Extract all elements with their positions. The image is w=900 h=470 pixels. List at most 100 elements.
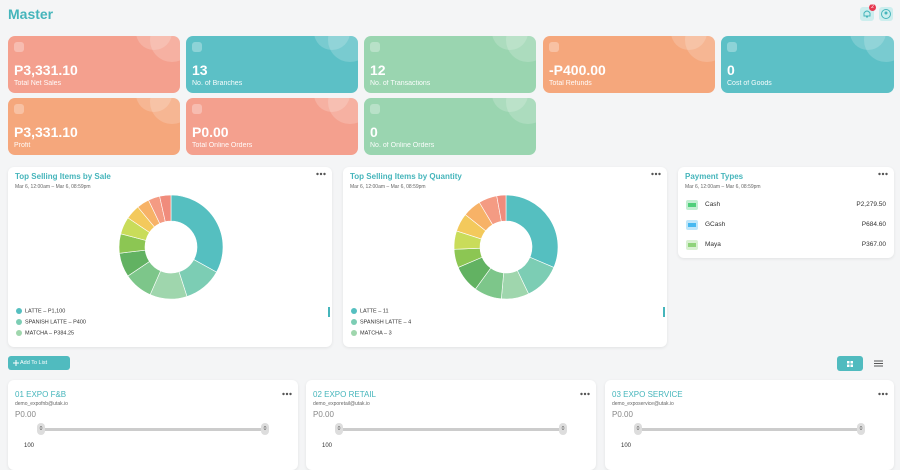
dot: [587, 392, 590, 396]
card-bubble: [314, 98, 350, 112]
payment-icon-card: [688, 223, 696, 227]
dot: [282, 392, 285, 396]
slider-value: 100: [24, 443, 35, 449]
slider-knob[interactable]: 0: [559, 423, 567, 435]
more-button[interactable]: [282, 391, 292, 397]
card-value: 0: [727, 62, 735, 78]
legend-swatch: [351, 319, 357, 325]
slider-value: 100: [322, 443, 333, 449]
more-button[interactable]: [878, 171, 888, 177]
slider-track: [42, 428, 266, 431]
grid-view-button[interactable]: [837, 356, 863, 371]
card-icon: [192, 104, 202, 114]
dot: [878, 392, 881, 396]
stat-card: P3,331.10 Profit: [8, 98, 180, 155]
card-bubble: [136, 36, 172, 50]
slider-knob[interactable]: 0: [857, 423, 865, 435]
store-amount: P0.00: [313, 410, 334, 419]
notification-button[interactable]: 2: [860, 4, 876, 21]
card-bubble: [492, 36, 528, 50]
store-email: demo_expofnb@utak.io: [15, 401, 68, 407]
notification-badge: 2: [869, 4, 876, 11]
more-button[interactable]: [316, 171, 326, 177]
slider-knob[interactable]: 0: [261, 423, 269, 435]
dot: [285, 392, 289, 396]
card-value: 12: [370, 62, 386, 78]
legend-label: SPANISH LATTE – P400: [25, 319, 86, 326]
date-range: Mar 6, 12:00am – Mar 6, 08:59pm: [15, 184, 91, 190]
slider-track: [639, 428, 862, 431]
card-label: No. of Transactions: [370, 80, 431, 87]
slider-value: 100: [621, 443, 632, 449]
card-value: P3,331.10: [14, 62, 78, 78]
slider-track: [340, 428, 564, 431]
card-label: Total Online Orders: [192, 142, 253, 149]
profile-button[interactable]: [879, 7, 893, 21]
more-button[interactable]: [878, 391, 888, 397]
legend-label: MATCHA – P384.25: [25, 330, 75, 337]
list-view-button[interactable]: [865, 356, 891, 371]
stat-card: -P400.00 Total Refunds: [543, 36, 715, 93]
payment-icon-card: [688, 203, 696, 207]
card-icon: [370, 42, 380, 52]
slider-knob[interactable]: 0: [37, 423, 45, 435]
card-value: 0: [370, 124, 378, 140]
payment-name: Cash: [705, 201, 721, 208]
more-button[interactable]: [651, 171, 661, 177]
more-button[interactable]: [580, 391, 590, 397]
date-range: Mar 6, 12:00am – Mar 6, 08:59pm: [350, 184, 426, 190]
payment-name: GCash: [705, 221, 726, 228]
list-icon: [874, 360, 883, 367]
add-to-list-button[interactable]: Add To List: [8, 356, 70, 370]
stat-card: P0.00 Total Online Orders: [186, 98, 358, 155]
card-label: Total Net Sales: [14, 80, 62, 87]
donut-slice: [170, 194, 224, 273]
dot: [583, 392, 587, 396]
card-icon: [549, 42, 559, 52]
card-label: No. of Online Orders: [370, 142, 435, 149]
scrollbar: [328, 307, 330, 317]
card-value: -P400.00: [549, 62, 606, 78]
card-value: P3,331.10: [14, 124, 78, 140]
dot: [580, 392, 583, 396]
page-title: Master: [8, 6, 54, 22]
card-icon: [727, 42, 737, 52]
store-card: 02 EXPO RETAIL demo_exporetail@utak.io P0.…: [306, 380, 596, 470]
legend-item: SPANISH LATTE – P400: [16, 319, 86, 325]
payment-amount: P684.60: [861, 221, 886, 228]
sales-chart-panel: Top Selling Items by Sale Mar 6, 12:00am…: [8, 167, 332, 347]
payment-amount: P2,279.50: [856, 201, 886, 208]
payment-panel: Payment Types Mar 6, 12:00am – Mar 6, 08…: [678, 167, 894, 258]
store-amount: P0.00: [612, 410, 633, 419]
grid-icon: [847, 361, 853, 367]
legend-swatch: [16, 319, 22, 325]
card-bubble: [850, 36, 886, 50]
legend-item: MATCHA – P384.25: [16, 330, 74, 336]
legend-label: LATTE – 11: [360, 308, 389, 315]
card-label: Cost of Goods: [727, 80, 772, 87]
slider-knob[interactable]: 0: [634, 423, 642, 435]
donut-slice: [496, 194, 507, 222]
payment-icon-card: [688, 243, 696, 247]
panel-title: Payment Types: [685, 172, 744, 181]
legend-label: SPANISH LATTE – 4: [360, 319, 412, 326]
stat-card: 0 No. of Online Orders: [364, 98, 536, 155]
stat-card: 12 No. of Transactions: [364, 36, 536, 93]
card-icon: [14, 104, 24, 114]
card-value: 13: [192, 62, 208, 78]
store-email: demo_exporetail@utak.io: [313, 401, 370, 407]
slider-knob[interactable]: 0: [335, 423, 343, 435]
store-name: 02 EXPO RETAIL: [313, 390, 376, 399]
legend-item: LATTE – 11: [351, 308, 389, 314]
card-label: Total Refunds: [549, 80, 592, 87]
scrollbar: [663, 307, 665, 317]
card-icon: [14, 42, 24, 52]
profile-icon: [881, 9, 891, 19]
store-email: demo_exposervice@utak.io: [612, 401, 674, 407]
donut-chart: [453, 194, 559, 300]
card-bubble: [136, 98, 172, 112]
card-bubble: [492, 98, 528, 112]
card-label: No. of Branches: [192, 80, 243, 87]
